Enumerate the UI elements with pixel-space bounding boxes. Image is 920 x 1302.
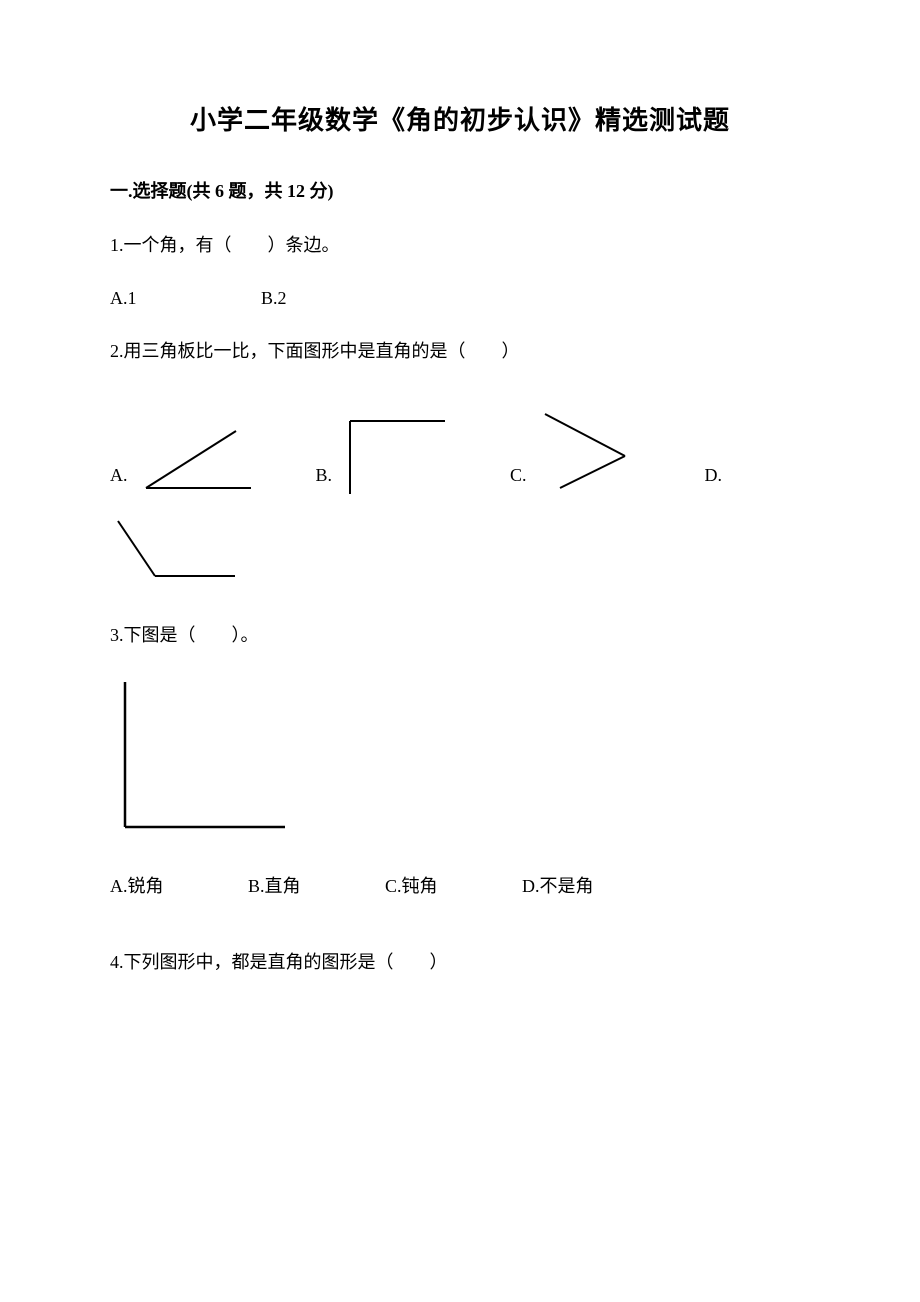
q2-label-b: B.	[316, 465, 333, 496]
q3-option-c: C.钝角	[385, 872, 438, 898]
q1-options: A.1 B.2	[110, 288, 810, 309]
angle-right-icon	[340, 416, 450, 496]
q3-option-b: B.直角	[248, 872, 301, 898]
q2-label-a: A.	[110, 465, 128, 496]
q2-label-c: C.	[510, 465, 527, 496]
angle-acute-icon	[136, 426, 256, 496]
q2-label-d: D.	[705, 465, 723, 496]
question-3: 3.下图是（ ）。	[110, 621, 810, 650]
page-title: 小学二年级数学《角的初步认识》精选测试题	[110, 100, 810, 137]
question-2: 2.用三角板比一比，下面图形中是直角的是（ ）	[110, 337, 810, 366]
q3-option-d: D.不是角	[522, 872, 594, 898]
angle-obtuse-icon	[110, 516, 240, 586]
q2-options-row1: A. B. C. D.	[110, 406, 810, 496]
q3-options: A.锐角 B.直角 C.钝角 D.不是角	[110, 872, 810, 898]
q3-option-a: A.锐角	[110, 872, 164, 898]
q2-options-row2	[110, 516, 810, 591]
angle-greater-icon	[535, 406, 635, 496]
q1-option-a: A.1	[110, 288, 137, 309]
q3-figure	[110, 677, 810, 842]
section-header: 一.选择题(共 6 题，共 12 分)	[110, 177, 810, 203]
question-1: 1.一个角，有（ ）条边。	[110, 231, 810, 260]
question-4: 4.下列图形中，都是直角的图形是（ ）	[110, 948, 810, 977]
q1-option-b: B.2	[261, 288, 287, 308]
right-angle-icon	[110, 677, 290, 837]
